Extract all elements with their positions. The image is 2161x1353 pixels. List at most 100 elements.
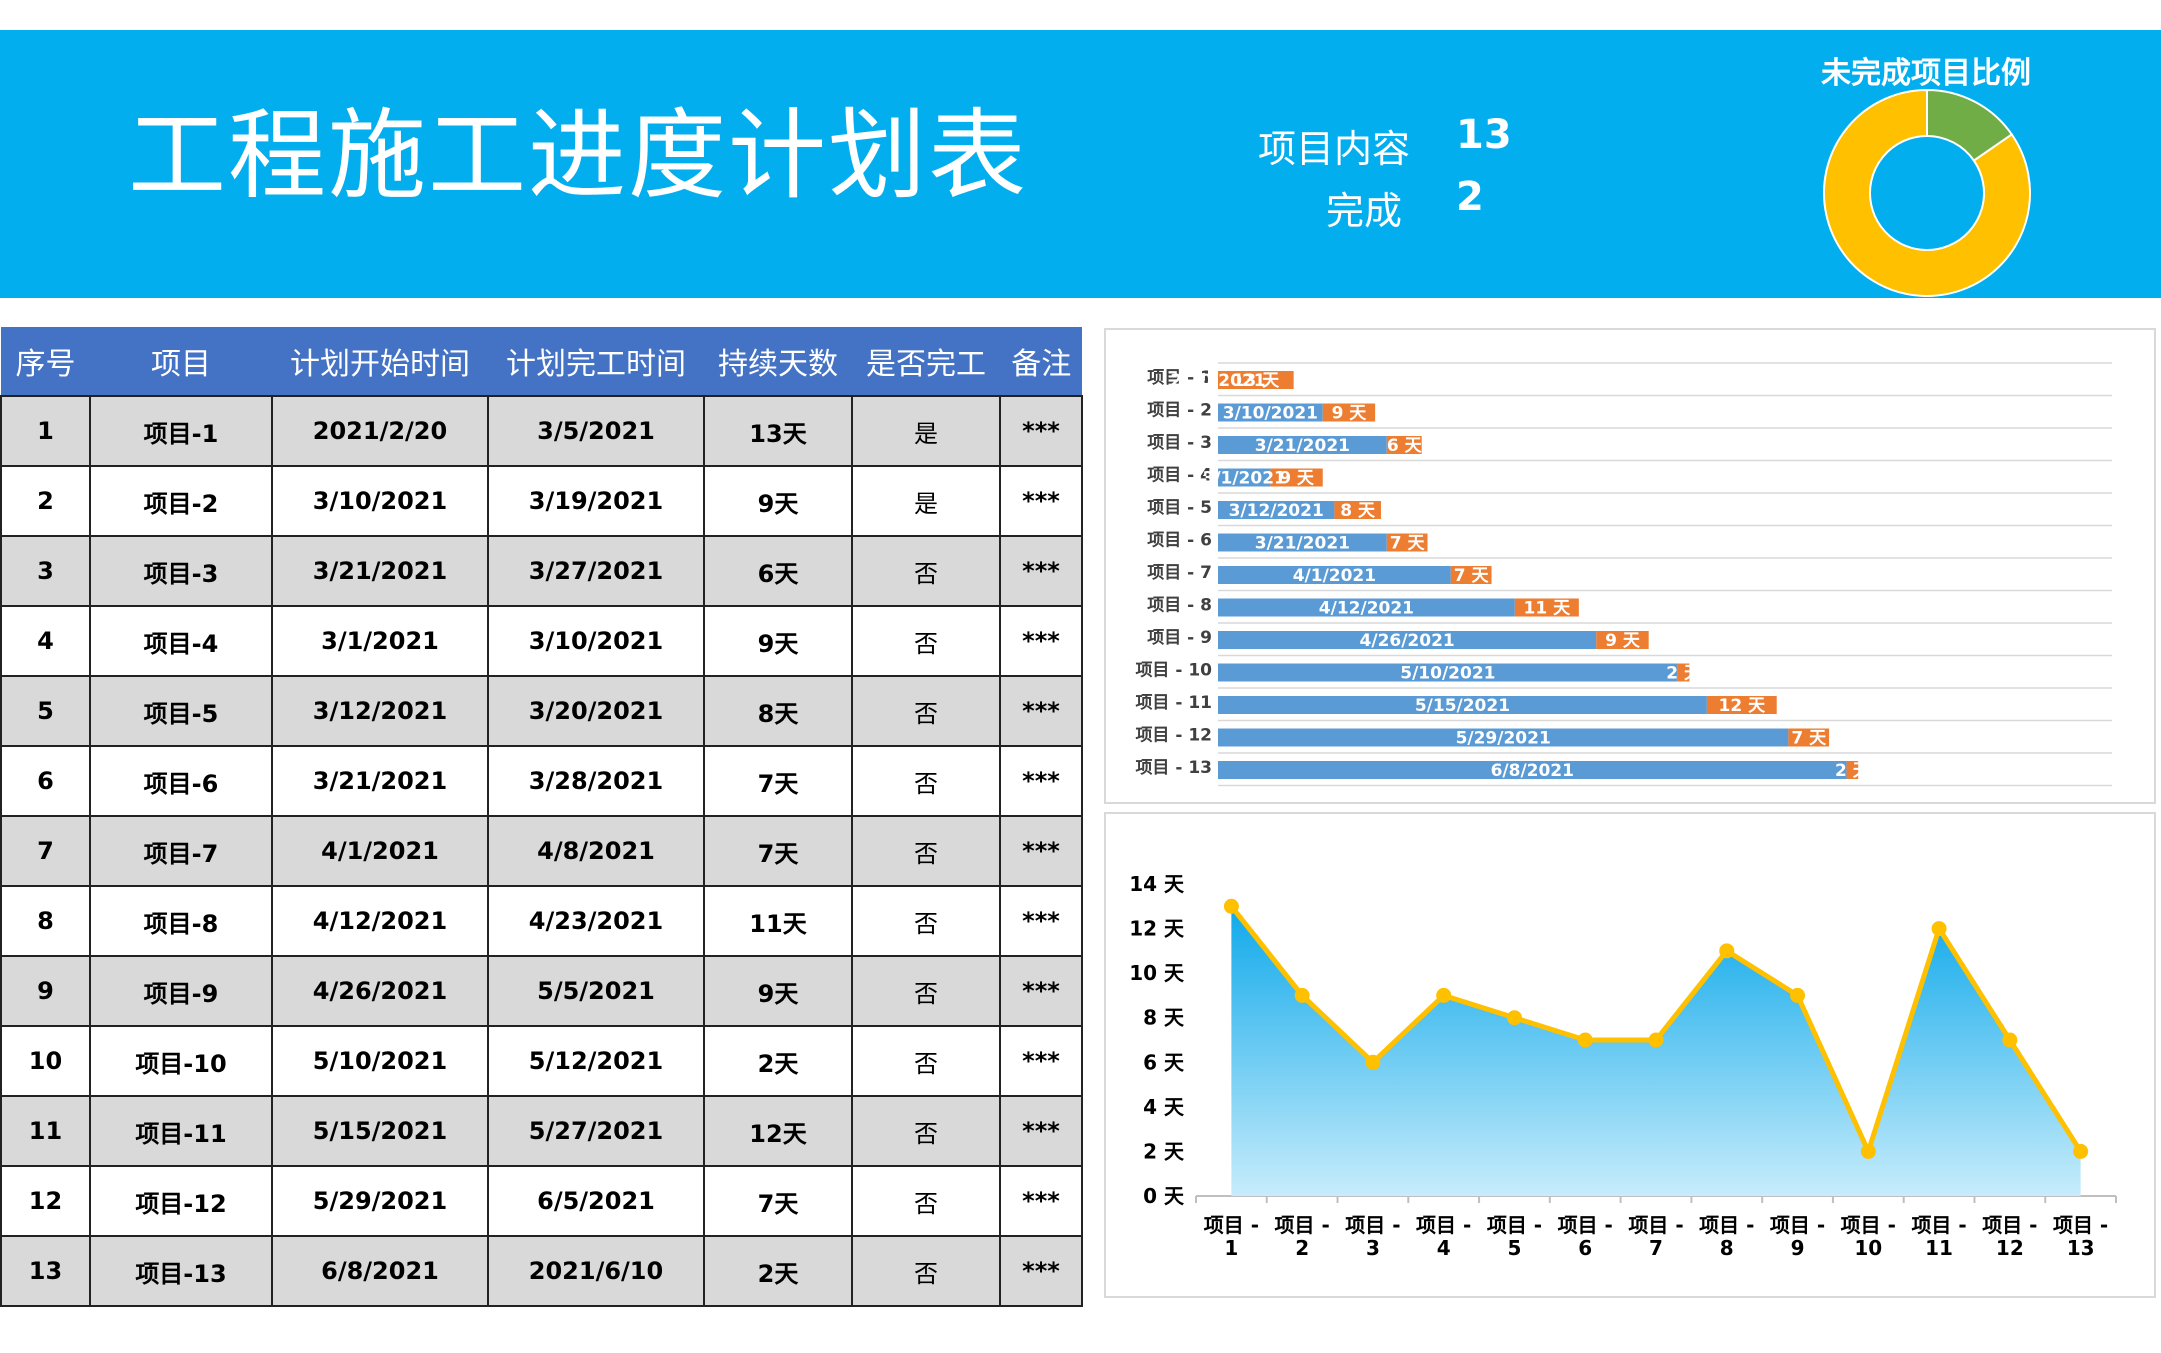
table-row: 11 项目-11 5/15/2021 5/27/2021 12天否 *** <box>0 1095 1083 1167</box>
cell-remark: *** <box>999 675 1083 747</box>
cell-remark: *** <box>999 1235 1083 1307</box>
gantt-duration-bar <box>1706 696 1777 714</box>
gantt-start-label: 4/26/2021 <box>1360 631 1455 651</box>
cell-duration: 7天 <box>703 745 853 817</box>
cell-remark: *** <box>999 605 1083 677</box>
gantt-start-bar <box>1218 631 1597 649</box>
cell-end-date: 2021/6/10 <box>487 1235 705 1307</box>
cell-end-date: 3/19/2021 <box>487 465 705 537</box>
gantt-category-label: 项目 - 1 <box>1147 368 1212 388</box>
gantt-start-bar <box>1218 436 1387 454</box>
table-row: 9 项目-9 4/26/2021 5/5/2021 9天否 *** <box>0 955 1083 1027</box>
gantt-duration-bar <box>1788 728 1830 747</box>
gantt-start-bar <box>1218 468 1271 487</box>
cell-end-date: 4/23/2021 <box>487 885 705 957</box>
cell-completed-flag: 否 <box>851 535 1001 607</box>
data-point <box>1860 1143 1876 1159</box>
x-tick-label: 项目 -8 <box>1699 1213 1754 1260</box>
cell-duration: 9天 <box>703 465 853 537</box>
x-tick-label: 项目 -7 <box>1628 1213 1683 1260</box>
column-header: 计划完工时间 <box>487 327 704 396</box>
cell-remark: *** <box>999 535 1083 607</box>
gantt-duration-bar <box>1450 566 1492 584</box>
cell-project-name: 项目-10 <box>89 1025 273 1097</box>
cell-completed-flag: 是 <box>851 395 1001 467</box>
cell-end-date: 3/5/2021 <box>487 395 705 467</box>
gantt-category-label: 项目 - 10 <box>1135 661 1212 681</box>
column-header: 序号 <box>0 327 90 396</box>
data-point <box>1790 987 1806 1003</box>
page-title: 工程施工进度计划表 <box>128 99 1029 213</box>
data-point <box>1648 1032 1664 1048</box>
donut-slice-pending <box>1823 88 2031 297</box>
gantt-start-label: 3/21/2021 <box>1255 436 1350 456</box>
y-tick-label: 8 天 <box>1143 1006 1185 1030</box>
table-row: 12 项目-12 5/29/2021 6/5/2021 7天否 *** <box>0 1165 1083 1237</box>
table-row: 5 项目-5 3/12/2021 3/20/2021 8天否 *** <box>0 675 1083 747</box>
cell-row-index: 8 <box>0 885 91 957</box>
gantt-start-label: 5/10/2021 <box>1400 664 1495 684</box>
x-tick-label: 项目 -5 <box>1487 1213 1542 1260</box>
cell-end-date: 5/12/2021 <box>487 1025 705 1097</box>
gantt-start-label: 3/1/2021 <box>1202 469 1285 489</box>
cell-start-date: 4/26/2021 <box>271 955 489 1027</box>
table-row: 2 项目-2 3/10/2021 3/19/2021 9天是 *** <box>0 465 1083 537</box>
gantt-duration-bar <box>1322 403 1376 422</box>
gantt-duration-label: 7 天 <box>1390 534 1426 554</box>
gantt-duration-bar <box>1334 501 1381 519</box>
data-point <box>1506 1010 1522 1026</box>
gantt-start-bar <box>1218 696 1707 714</box>
gantt-category-label: 项目 - 13 <box>1135 758 1212 778</box>
cell-completed-flag: 否 <box>851 605 1001 677</box>
column-header: 是否完工 <box>851 327 1000 396</box>
cell-duration: 11天 <box>703 885 853 957</box>
cell-project-name: 项目-8 <box>89 885 273 957</box>
cell-completed-flag: 是 <box>851 465 1001 537</box>
cell-project-name: 项目-9 <box>89 955 273 1027</box>
gantt-category-label: 项目 - 9 <box>1147 628 1212 648</box>
y-tick-label: 12 天 <box>1129 917 1185 941</box>
gantt-duration-label: 9 天 <box>1605 631 1641 651</box>
area-fill <box>1231 906 2081 1196</box>
cell-start-date: 3/1/2021 <box>271 605 489 677</box>
cell-duration: 13天 <box>703 395 853 467</box>
cell-row-index: 5 <box>0 675 91 747</box>
cell-completed-flag: 否 <box>851 885 1001 957</box>
cell-start-date: 5/10/2021 <box>271 1025 489 1097</box>
data-point <box>1719 943 1735 959</box>
cell-start-date: 3/12/2021 <box>271 675 489 747</box>
cell-remark: *** <box>999 745 1083 817</box>
data-point <box>1365 1054 1381 1070</box>
cell-end-date: 3/27/2021 <box>487 535 705 607</box>
gantt-duration-bar <box>1218 371 1294 389</box>
data-point <box>1931 921 1947 937</box>
cell-project-name: 项目-7 <box>89 815 273 887</box>
x-tick-label: 项目 -2 <box>1275 1213 1330 1260</box>
gantt-start-label: 5/15/2021 <box>1415 696 1510 716</box>
donut-chart-title: 未完成项目比例 <box>1821 56 2031 91</box>
gantt-category-label: 项目 - 4 <box>1147 466 1212 486</box>
header-banner <box>0 30 2161 298</box>
gantt-start-bar <box>1218 598 1515 617</box>
table-row: 3 项目-3 3/21/2021 3/27/2021 6天否 *** <box>0 535 1083 607</box>
cell-end-date: 3/10/2021 <box>487 605 705 677</box>
cell-end-date: 5/27/2021 <box>487 1095 705 1167</box>
cell-remark: *** <box>999 1025 1083 1097</box>
cell-project-name: 项目-2 <box>89 465 273 537</box>
gantt-category-label: 项目 - 12 <box>1135 726 1212 746</box>
y-tick-label: 4 天 <box>1143 1095 1185 1119</box>
y-tick-label: 0 天 <box>1143 1184 1185 1208</box>
data-point <box>1577 1032 1593 1048</box>
donut-chart <box>1823 88 2031 297</box>
gantt-duration-label: 6 天 <box>1387 436 1423 456</box>
cell-remark: *** <box>999 395 1083 467</box>
cell-end-date: 3/20/2021 <box>487 675 705 747</box>
cell-project-name: 项目-12 <box>89 1165 273 1237</box>
cell-row-index: 6 <box>0 745 91 817</box>
cell-remark: *** <box>999 1165 1083 1237</box>
cell-row-index: 12 <box>0 1165 91 1237</box>
data-point <box>1294 987 1310 1003</box>
gantt-category-label: 项目 - 2 <box>1147 401 1212 421</box>
table-row: 8 项目-8 4/12/2021 4/23/2021 11天否 *** <box>0 885 1083 957</box>
